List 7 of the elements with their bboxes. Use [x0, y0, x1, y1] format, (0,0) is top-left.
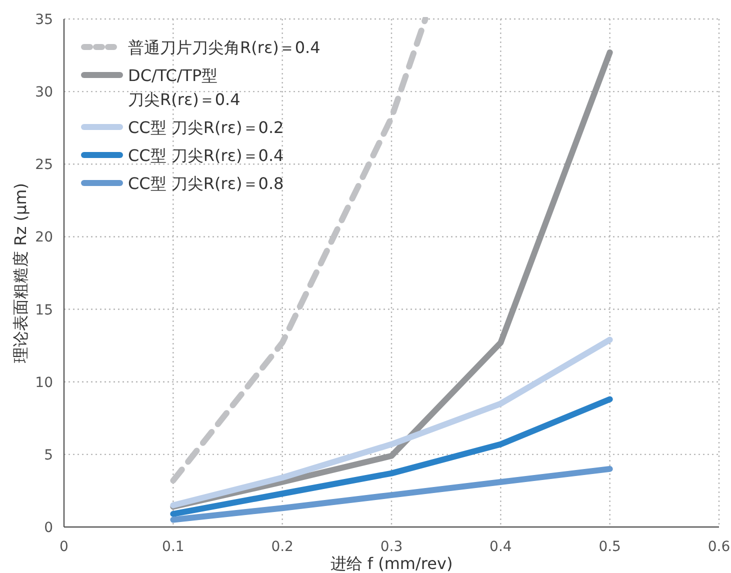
legend-label: CC型 刀尖R(rε)＝0.4	[128, 146, 284, 165]
legend-label: 普通刀片刀尖角R(rε)＝0.4	[128, 38, 320, 57]
legend-label: DC/TC/TP型刀尖R(rε)＝0.4	[128, 66, 240, 109]
legend-label: CC型 刀尖R(rε)＝0.8	[128, 174, 284, 193]
x-axis-title: 进给 f (mm/rev)	[330, 554, 453, 573]
y-axis-title: 理论表面粗糙度 Rz (μm)	[11, 183, 30, 363]
legend-label: CC型 刀尖R(rε)＝0.2	[128, 118, 284, 137]
